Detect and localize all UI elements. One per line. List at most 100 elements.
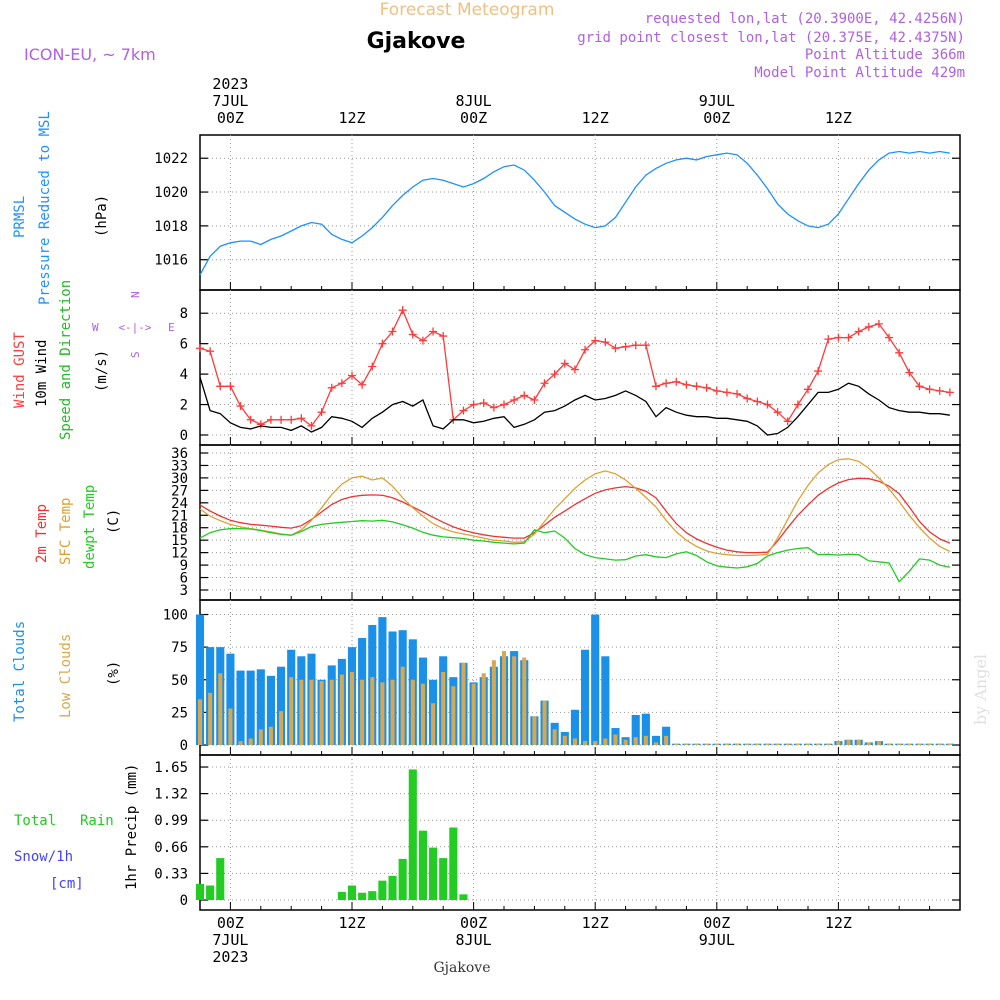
compass-mid: <-|-> [118, 321, 151, 334]
wind-gust-marker [652, 382, 660, 391]
compass-east: E [168, 321, 175, 334]
point-altitude: Point Altitude 366m [805, 47, 965, 63]
total-cloud-bar [226, 653, 235, 745]
location-title: Gjakove [367, 29, 466, 54]
temp-unit-label: (C) [106, 509, 122, 534]
bottom-location-caption: Gjakove [434, 960, 491, 976]
low-cloud-bar [420, 683, 425, 745]
grid-layer [200, 135, 960, 910]
wind-gust-marker [712, 386, 721, 395]
wind-gust-marker [378, 339, 387, 348]
wind-gust-marker [287, 415, 296, 424]
compass-north: N [129, 291, 142, 298]
wind-gust-marker [388, 327, 397, 336]
low-cloud-bar [633, 737, 638, 745]
wind-gust-marker [459, 406, 468, 415]
y-tick-label: 0.33 [154, 866, 188, 882]
total-cloud-bar [641, 713, 650, 745]
low-cloud-bar [218, 673, 223, 745]
low-cloud-bar [795, 743, 800, 745]
wind-gust-marker [854, 327, 863, 336]
top-time-label: 7JUL [212, 92, 248, 110]
wind-gust-marker [935, 386, 944, 395]
temp-2m-line [199, 477, 951, 554]
low-cloud-bar [623, 739, 628, 745]
y-tick-label: 33 [171, 458, 188, 474]
wind-gust-marker [327, 383, 336, 392]
total-cloud-bar [256, 669, 265, 745]
low-cloud-bar [410, 679, 415, 745]
wind-gust-marker [885, 333, 894, 342]
bottom-time-label: 00Z [703, 914, 730, 932]
wind-gust-marker [277, 415, 286, 424]
precip-panel-frame [199, 754, 961, 911]
bottom-time-label: 2023 [212, 948, 248, 966]
model-label: ICON-EU, ~ 7km [24, 45, 156, 64]
low-cloud-bar [299, 679, 304, 745]
low-cloud-bar [664, 735, 669, 745]
low-cloud-bar [694, 743, 699, 745]
wind-gust-marker [337, 379, 346, 388]
tick-layer: 1016101810201022024683691215182124273033… [154, 151, 961, 910]
top-time-label: 00Z [703, 109, 730, 127]
top-time-label: 2023 [212, 75, 248, 93]
wind-gust-marker [560, 359, 569, 368]
y-tick-label: 1.32 [154, 787, 188, 803]
precip-bar [216, 858, 225, 900]
low-cloud-bar [613, 734, 618, 745]
wind-gust-marker [682, 380, 691, 389]
low-cloud-bar [238, 741, 243, 745]
y-tick-label: 50 [171, 673, 188, 689]
precip-bar [449, 827, 458, 900]
compass-west: W [92, 321, 99, 334]
top-time-label: 00Z [217, 109, 244, 127]
low-cloud-bar [846, 739, 851, 745]
wind-gust-marker [925, 385, 934, 394]
precip-bar [378, 880, 387, 900]
rain-label: Rain [80, 813, 114, 829]
low-cloud-bar [370, 677, 375, 745]
wind-10m-label: 10m Wind [34, 340, 50, 407]
low-cloud-bar [248, 738, 253, 745]
y-tick-label: 25 [171, 705, 188, 721]
low-cloud-bar [258, 729, 263, 745]
low-cloud-bar [836, 741, 841, 745]
y-tick-label: 4 [180, 367, 188, 383]
low-cloud-bar [289, 677, 294, 745]
wind-gust-marker [804, 385, 812, 394]
low-cloud-bar [745, 743, 750, 745]
wind-gust-marker [591, 336, 600, 345]
y-tick-label: 9 [180, 558, 188, 574]
y-tick-label: 15 [171, 533, 188, 549]
wind-gust-marker [368, 362, 377, 371]
wind-gust-marker [692, 382, 701, 391]
wind-gust-marker [236, 402, 245, 411]
wind-gust-marker [520, 391, 529, 400]
y-tick-label: 6 [180, 337, 188, 353]
wind-gust-marker [398, 306, 407, 315]
low-cloud-bar [897, 743, 902, 745]
total-cloud-bar [246, 670, 255, 745]
compass-legend: N W <-|-> E S [92, 291, 175, 358]
low-cloud-bar [593, 741, 598, 745]
low-cloud-bar [279, 711, 284, 745]
precip-bar [439, 858, 448, 900]
wind-gust-marker [834, 333, 843, 342]
precip-bar [195, 883, 205, 900]
wind-gust-marker [662, 379, 671, 388]
low-cloud-bar [380, 682, 385, 745]
low-cloud-bar [491, 660, 496, 745]
low-clouds-label: Low Clouds [58, 634, 74, 718]
low-cloud-bar [349, 671, 355, 745]
wind-gust-marker [196, 344, 204, 353]
wind-gust-marker [611, 344, 620, 353]
series-layer [195, 150, 954, 900]
temp-2m-label: 2m Temp [34, 504, 50, 563]
low-cloud-bar [451, 686, 456, 745]
precip-bar [408, 769, 417, 900]
low-cloud-bar [927, 743, 932, 745]
wind-gust-marker [439, 332, 448, 341]
y-tick-label: 1020 [154, 185, 188, 201]
low-cloud-bar [360, 679, 365, 745]
y-tick-label: 2 [180, 398, 188, 414]
